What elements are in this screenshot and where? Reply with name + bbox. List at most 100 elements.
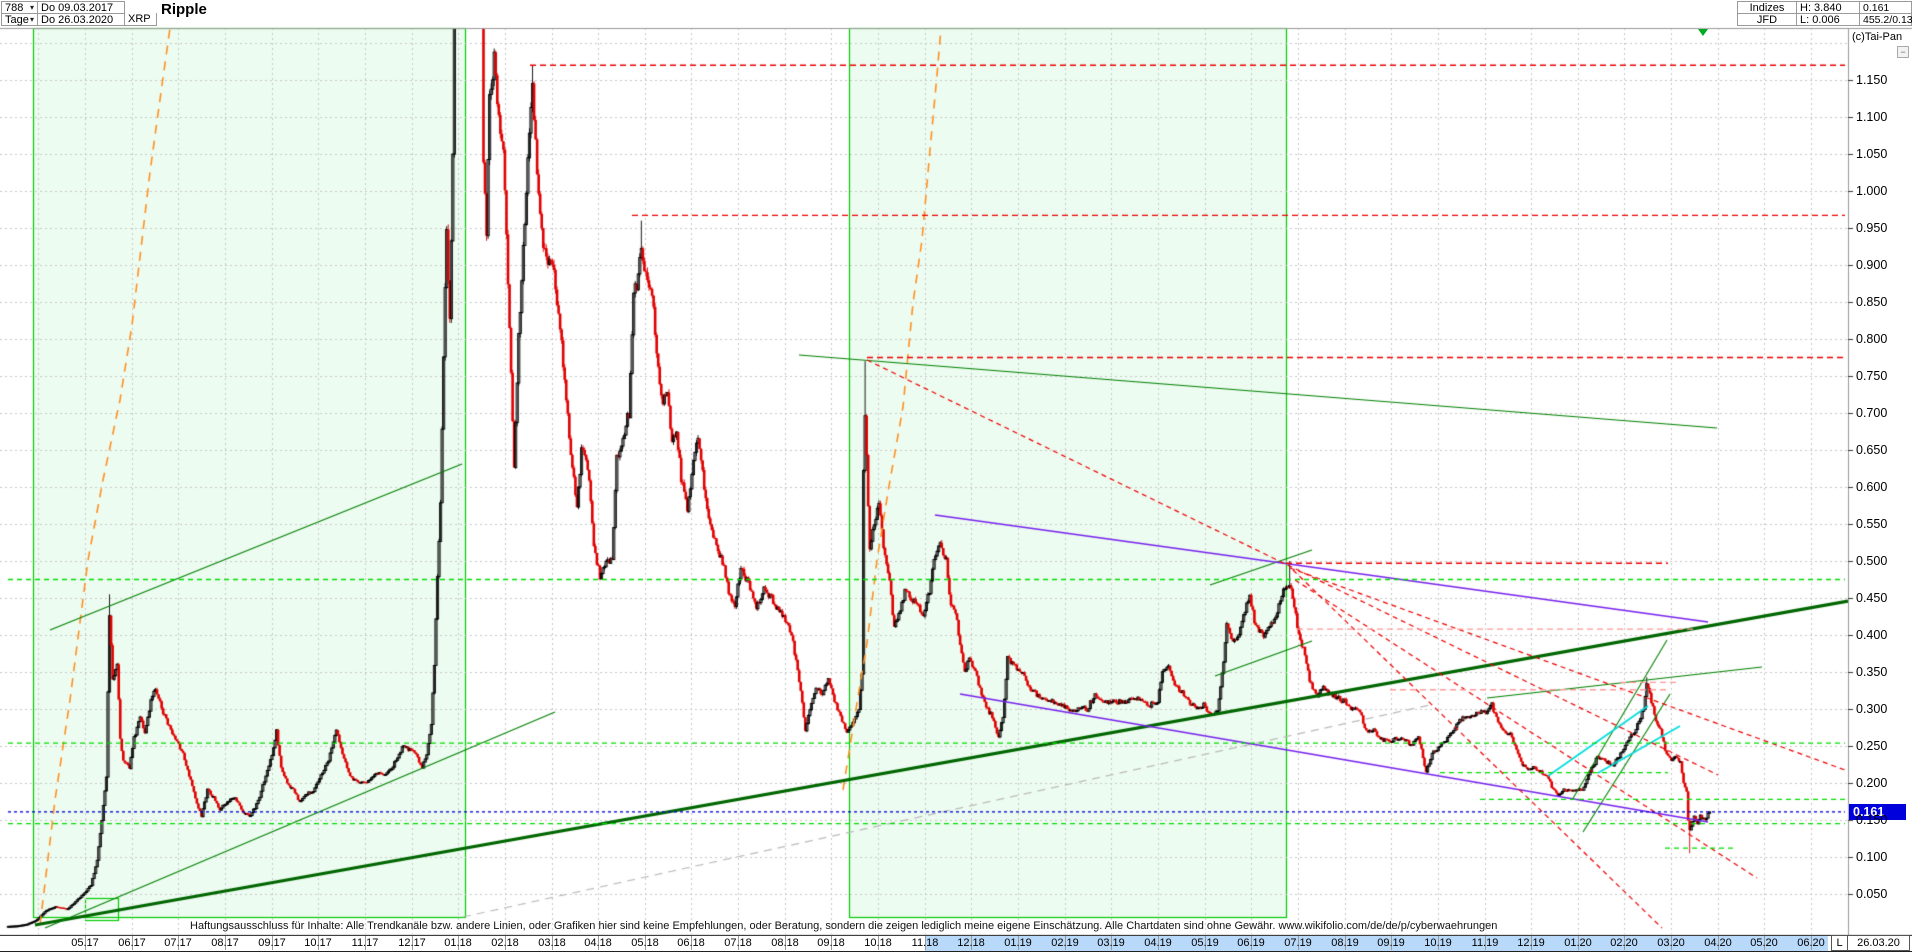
month-label: 03.18: [538, 937, 566, 949]
month-tick: [1718, 936, 1719, 950]
price-axis-label: 1.150: [1856, 73, 1888, 87]
month-tick: [1345, 936, 1346, 950]
month-tick: [971, 936, 972, 950]
price-axis-label: 0.950: [1856, 221, 1888, 235]
month-label: 02.19: [1051, 937, 1079, 949]
month-label: 11.18: [911, 937, 939, 949]
last-marker-cell: L: [1831, 935, 1848, 951]
price-axis-label: 0.400: [1856, 628, 1888, 642]
month-label: 03.20: [1657, 937, 1685, 949]
month-label: 01.18: [444, 937, 472, 949]
price-axis-label: 0.550: [1856, 517, 1888, 531]
period-value: Tage: [5, 13, 29, 26]
month-label: 09.17: [258, 937, 286, 949]
price-axis-label: 0.250: [1856, 739, 1888, 753]
month-label: 11.17: [351, 937, 379, 949]
disclaimer-text: Haftungsausschluss für Inhalte: Alle Tre…: [190, 920, 1498, 932]
month-tick: [1671, 936, 1672, 950]
month-tick: [1485, 936, 1486, 950]
month-tick: [412, 936, 413, 950]
month-tick: [831, 936, 832, 950]
price-axis-label: 1.100: [1856, 110, 1888, 124]
month-tick: [1298, 936, 1299, 950]
month-label: 01.20: [1564, 937, 1592, 949]
month-tick: [1391, 936, 1392, 950]
month-label: 02.20: [1610, 937, 1638, 949]
price-axis-label: 0.050: [1856, 887, 1888, 901]
price-axis-label: 1.000: [1856, 184, 1888, 198]
date-from-field[interactable]: Do 09.03.2017: [37, 1, 125, 14]
last-price-badge: 0.161: [1849, 804, 1906, 820]
month-label: 04.20: [1704, 937, 1732, 949]
month-tick: [1624, 936, 1625, 950]
month-tick: [132, 936, 133, 950]
month-label: 08.19: [1331, 937, 1359, 949]
month-tick: [272, 936, 273, 950]
month-label: 01.19: [1004, 937, 1032, 949]
price-axis-label: 0.150: [1856, 813, 1888, 827]
month-tick: [365, 936, 366, 950]
month-tick: [785, 936, 786, 950]
month-label: 05.19: [1191, 937, 1219, 949]
info-broker: JFD: [1737, 13, 1797, 26]
month-tick: [178, 936, 179, 950]
month-tick: [1065, 936, 1066, 950]
month-tick: [598, 936, 599, 950]
month-label: 12.19: [1517, 937, 1545, 949]
info-volume: 455.2/0.13: [1859, 13, 1912, 26]
month-label: 05.20: [1750, 937, 1778, 949]
month-tick: [738, 936, 739, 950]
month-label: 10.17: [304, 937, 332, 949]
month-label: 07.18: [724, 937, 752, 949]
month-label: 02.18: [491, 937, 519, 949]
month-label: 07.17: [164, 937, 192, 949]
month-label: 06.20: [1797, 937, 1825, 949]
price-axis-label: 0.100: [1856, 850, 1888, 864]
copyright-label: (c)Tai-Pan: [1852, 31, 1903, 43]
month-label: 10.19: [1424, 937, 1452, 949]
month-tick: [1158, 936, 1159, 950]
price-axis-label: 0.300: [1856, 702, 1888, 716]
bars-count-value: 788: [5, 1, 24, 14]
month-tick: [645, 936, 646, 950]
month-label: 12.18: [957, 937, 985, 949]
month-tick: [878, 936, 879, 950]
month-tick: [1764, 936, 1765, 950]
price-axis-label: 0.800: [1856, 332, 1888, 346]
month-label: 10.18: [864, 937, 892, 949]
month-tick: [925, 936, 926, 950]
price-axis-label: 1.050: [1856, 147, 1888, 161]
price-axis-label: 0.500: [1856, 554, 1888, 568]
month-label: 08.18: [771, 937, 799, 949]
month-label: 06.18: [677, 937, 705, 949]
month-tick: [1018, 936, 1019, 950]
chevron-down-icon: ▾: [29, 15, 34, 24]
collapse-axis-button[interactable]: −: [1897, 46, 1909, 58]
month-tick: [225, 936, 226, 950]
price-axis-label: 0.450: [1856, 591, 1888, 605]
month-tick: [1531, 936, 1532, 950]
month-tick: [1811, 936, 1812, 950]
price-axis-label: 0.200: [1856, 776, 1888, 790]
price-axis-label: 0.900: [1856, 258, 1888, 272]
date-to-field[interactable]: Do 26.03.2020: [37, 13, 125, 26]
month-label: 06.17: [118, 937, 146, 949]
month-label: 11.19: [1471, 937, 1499, 949]
price-axis-label: 0.750: [1856, 369, 1888, 383]
month-label: 12.17: [398, 937, 426, 949]
month-tick: [318, 936, 319, 950]
month-label: 09.19: [1377, 937, 1405, 949]
price-axis-label: 0.700: [1856, 406, 1888, 420]
month-label: 06.19: [1237, 937, 1265, 949]
month-tick: [458, 936, 459, 950]
page-title: Ripple: [161, 1, 207, 18]
price-axis-label: 0.350: [1856, 665, 1888, 679]
date-to-value: Do 26.03.2020: [41, 13, 114, 26]
month-tick: [1438, 936, 1439, 950]
period-dropdown[interactable]: Tage ▾: [1, 13, 38, 26]
month-tick: [505, 936, 506, 950]
month-tick: [552, 936, 553, 950]
marker-triangle-icon: [1698, 29, 1708, 36]
info-low: L: 0.006: [1796, 13, 1860, 26]
